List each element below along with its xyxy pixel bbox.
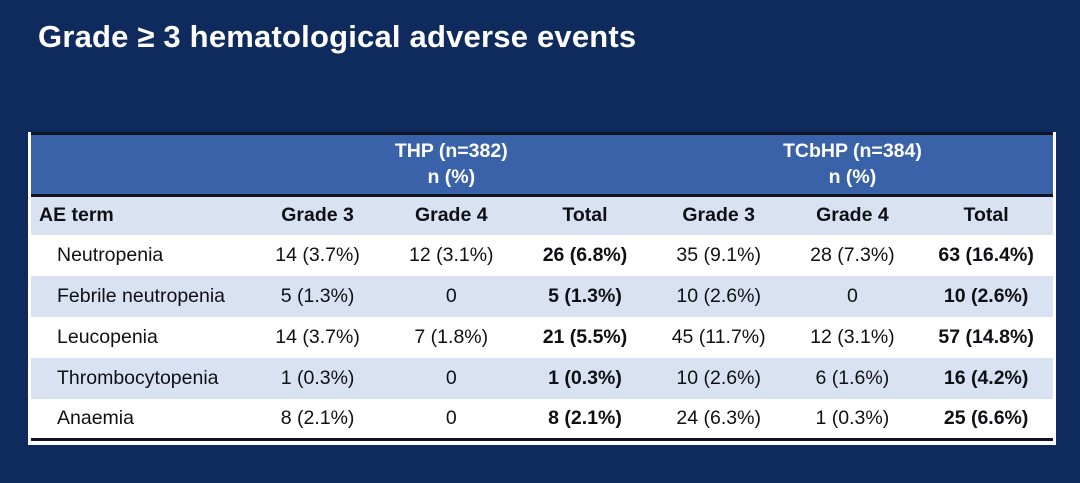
total-cell: 1 (0.3%) [518, 357, 652, 399]
value-cell: 5 (1.3%) [250, 275, 385, 317]
total-cell: 63 (16.4%) [919, 234, 1053, 276]
column-header-tcbhp-total: Total [919, 195, 1053, 235]
ae-term-cell: Neutropenia [31, 234, 251, 276]
total-cell: 8 (2.1%) [518, 398, 652, 441]
value-cell: 14 (3.7%) [250, 234, 385, 276]
column-header-tcbhp-grade3: Grade 3 [651, 195, 786, 235]
total-cell: 10 (2.6%) [919, 275, 1053, 317]
total-cell: 16 (4.2%) [919, 357, 1053, 399]
value-cell: 0 [384, 357, 519, 399]
ae-term-cell: Febrile neutropenia [31, 275, 251, 317]
total-cell: 26 (6.8%) [518, 234, 652, 276]
ae-term-cell: Thrombocytopenia [31, 357, 251, 399]
group-header-thp-line1: THP (n=382) [394, 140, 508, 163]
group-header-empty-cell [31, 132, 251, 197]
table-row-thrombocytopenia: Thrombocytopenia 1 (0.3%) 0 1 (0.3%) 10 … [31, 357, 1053, 399]
column-header-thp-grade4: Grade 4 [384, 195, 519, 235]
table-row-leucopenia: Leucopenia 14 (3.7%) 7 (1.8%) 21 (5.5%) … [31, 316, 1053, 358]
adverse-events-table-card: THP (n=382) n (%) TCbHP (n=384) n (%) AE… [28, 132, 1056, 445]
value-cell: 6 (1.6%) [785, 357, 920, 399]
total-cell: 25 (6.6%) [919, 398, 1053, 441]
column-header-tcbhp-grade4: Grade 4 [785, 195, 920, 235]
ae-term-cell: Anaemia [31, 398, 251, 441]
value-cell: 14 (3.7%) [250, 316, 385, 358]
column-header-thp-total: Total [518, 195, 652, 235]
group-header-tcbhp-line1: TCbHP (n=384) [782, 140, 922, 163]
table-row-febrile-neutropenia: Febrile neutropenia 5 (1.3%) 0 5 (1.3%) … [31, 275, 1053, 317]
value-cell: 0 [785, 275, 920, 317]
value-cell: 8 (2.1%) [250, 398, 385, 441]
value-cell: 24 (6.3%) [651, 398, 786, 441]
group-header-tcbhp: TCbHP (n=384) n (%) [651, 132, 1053, 197]
group-header-thp: THP (n=382) n (%) [250, 132, 652, 197]
group-header-tcbhp-line2: n (%) [828, 165, 877, 188]
adverse-events-table: THP (n=382) n (%) TCbHP (n=384) n (%) AE… [31, 132, 1053, 441]
value-cell: 0 [384, 275, 519, 317]
value-cell: 1 (0.3%) [785, 398, 920, 441]
value-cell: 10 (2.6%) [651, 275, 786, 317]
ae-term-cell: Leucopenia [31, 316, 251, 358]
value-cell: 28 (7.3%) [785, 234, 920, 276]
total-cell: 21 (5.5%) [518, 316, 652, 358]
table-row-anaemia: Anaemia 8 (2.1%) 0 8 (2.1%) 24 (6.3%) 1 … [31, 398, 1053, 441]
total-cell: 57 (14.8%) [919, 316, 1053, 358]
value-cell: 10 (2.6%) [651, 357, 786, 399]
group-header-row: THP (n=382) n (%) TCbHP (n=384) n (%) [31, 132, 1053, 197]
page-title: Grade ≥ 3 hematological adverse events [38, 19, 637, 54]
table-row-neutropenia: Neutropenia 14 (3.7%) 12 (3.1%) 26 (6.8%… [31, 234, 1053, 276]
value-cell: 1 (0.3%) [250, 357, 385, 399]
group-header-thp-line2: n (%) [427, 165, 476, 188]
value-cell: 12 (3.1%) [785, 316, 920, 358]
column-header-row: AE term Grade 3 Grade 4 Total Grade 3 Gr… [31, 195, 1053, 235]
value-cell: 45 (11.7%) [651, 316, 786, 358]
column-header-ae-term: AE term [31, 195, 251, 235]
value-cell: 12 (3.1%) [384, 234, 519, 276]
column-header-thp-grade3: Grade 3 [250, 195, 385, 235]
value-cell: 0 [384, 398, 519, 441]
total-cell: 5 (1.3%) [518, 275, 652, 317]
value-cell: 35 (9.1%) [651, 234, 786, 276]
value-cell: 7 (1.8%) [384, 316, 519, 358]
